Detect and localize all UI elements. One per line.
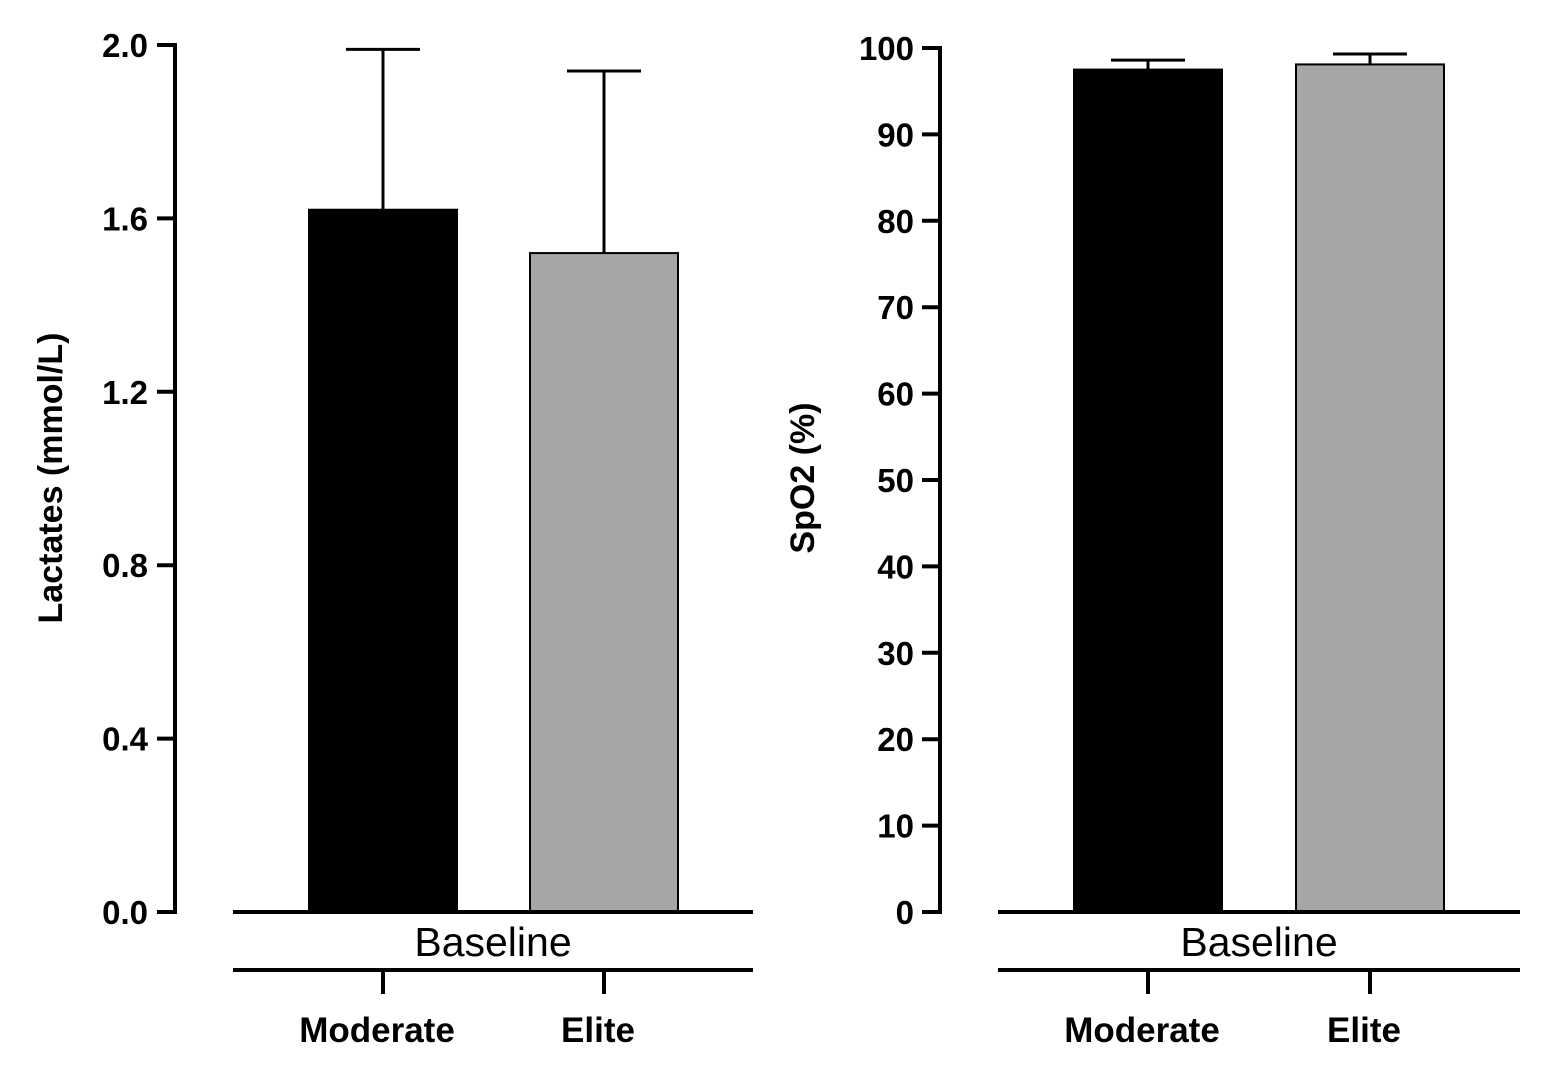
lactates-chart: 0.0 0.4 0.8 1.2 1.6 2.0 Lactates (mmol/L) Basel…	[32, 27, 753, 1050]
bar-elite	[1295, 63, 1445, 913]
x-category-label: Elite	[561, 1011, 635, 1050]
bar-moderate	[1073, 68, 1223, 914]
bar-moderate	[308, 208, 458, 914]
group-label: Baseline	[414, 919, 571, 965]
y-tick-label: 0	[896, 894, 914, 931]
bar-elite	[529, 252, 679, 913]
x-category-label: Moderate	[1064, 1011, 1220, 1050]
y-tick-label: 100	[859, 30, 914, 67]
y-tick-label: 20	[877, 721, 914, 758]
y-axis-title: SpO2 (%)	[784, 402, 822, 553]
y-tick-label: 90	[877, 116, 914, 153]
y-tick-label: 70	[877, 289, 914, 326]
x-category-label: Moderate	[299, 1011, 455, 1050]
y-tick-label: 40	[877, 548, 914, 585]
group-label: Baseline	[1180, 919, 1337, 965]
y-axis-title: Lactates (mmol/L)	[32, 333, 70, 624]
y-tick-label: 1.6	[102, 200, 148, 237]
spo2-chart: 0 10 20 30 40 50 60 70 80 90 100 SpO2 (%) Baseline Mo…	[784, 30, 1520, 1050]
y-tick-label: 0.8	[102, 547, 148, 584]
y-tick-label: 60	[877, 376, 914, 413]
y-tick-label: 50	[877, 462, 914, 499]
y-tick-label: 80	[877, 203, 914, 240]
x-category-label: Elite	[1327, 1011, 1401, 1050]
y-tick-label: 30	[877, 635, 914, 672]
y-tick-label: 2.0	[102, 27, 148, 64]
y-tick-label: 0.0	[102, 894, 148, 931]
y-tick-label: 0.4	[102, 721, 149, 758]
y-tick-label: 1.2	[102, 374, 148, 411]
y-tick-label: 10	[877, 808, 914, 845]
